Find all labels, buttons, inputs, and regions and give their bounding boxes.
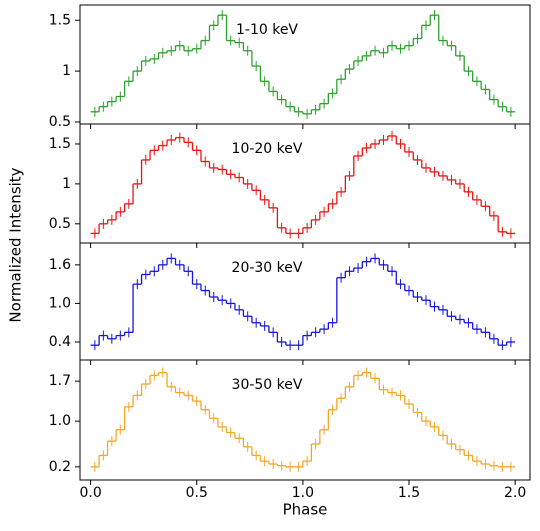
- y-tick-label: 0.5: [49, 216, 71, 232]
- x-axis-label: Phase: [283, 501, 328, 519]
- y-axis-label: Normalized Intensity: [7, 167, 25, 322]
- x-tick-label: 0.0: [79, 485, 101, 501]
- y-tick-label: 1.0: [49, 295, 71, 311]
- y-tick-label: 0.5: [49, 114, 71, 130]
- y-tick-label: 1.0: [49, 413, 71, 429]
- panel-frame: [79, 242, 531, 361]
- panel-label: 10-20 keV: [232, 141, 303, 157]
- y-tick-label: 0.2: [49, 459, 71, 475]
- y-tick-label: 1.6: [49, 257, 71, 273]
- x-tick-label: 1.0: [292, 485, 314, 501]
- y-tick-label: 1: [62, 176, 71, 192]
- y-tick-label: 1.5: [49, 12, 71, 28]
- panel-label: 20-30 keV: [232, 260, 303, 276]
- y-tick-label: 1.7: [49, 373, 71, 389]
- x-tick-label: 2.0: [504, 485, 526, 501]
- y-tick-label: 1.5: [49, 136, 71, 152]
- y-tick-label: 1: [62, 63, 71, 79]
- x-tick-label: 1.5: [398, 485, 420, 501]
- panel-frame: [79, 359, 531, 481]
- x-tick-label: 0.5: [186, 485, 208, 501]
- y-tick-label: 0.4: [49, 334, 71, 350]
- panel-frame: [79, 4, 531, 125]
- panel-label: 1-10 keV: [236, 22, 298, 38]
- panel-label: 30-50 keV: [232, 377, 303, 393]
